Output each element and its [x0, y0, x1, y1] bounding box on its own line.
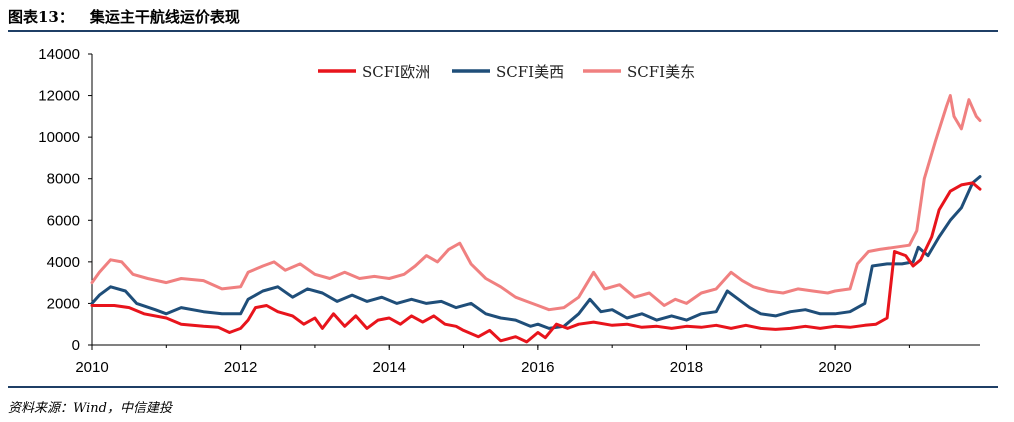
x-tick-label: 2010: [75, 359, 108, 376]
source-note: 资料来源：Wind，中信建投: [8, 401, 172, 416]
x-tick-label: 2012: [224, 359, 257, 376]
y-tick-label: 2000: [47, 295, 80, 312]
x-tick-label: 2014: [373, 359, 406, 376]
x-tick-label: 2018: [670, 359, 703, 376]
x-tick-label: 2020: [818, 359, 851, 376]
legend-label-0: SCFI欧洲: [362, 63, 430, 81]
y-tick-label: 4000: [47, 254, 80, 271]
legend-label-1: SCFI美西: [496, 63, 564, 81]
y-tick-label: 12000: [38, 88, 80, 105]
figure-title: 图表13： 集运主干航线运价表现: [8, 6, 240, 27]
y-tick-label: 8000: [47, 171, 80, 188]
y-tick-label: 0: [72, 337, 80, 354]
figure-title-text: 集运主干航线运价表现: [89, 8, 240, 26]
figure-number: 图表13：: [8, 8, 74, 26]
y-tick-label: 6000: [47, 212, 80, 229]
series-line-0: [90, 181, 982, 344]
y-tick-label: 10000: [38, 129, 80, 146]
legend-label-2: SCFI美东: [627, 63, 695, 81]
bottom-rule: [8, 386, 998, 388]
series-line-2: [90, 94, 982, 312]
top-rule: [8, 30, 998, 32]
x-tick-label: 2016: [521, 359, 554, 376]
y-tick-label: 14000: [38, 46, 80, 63]
